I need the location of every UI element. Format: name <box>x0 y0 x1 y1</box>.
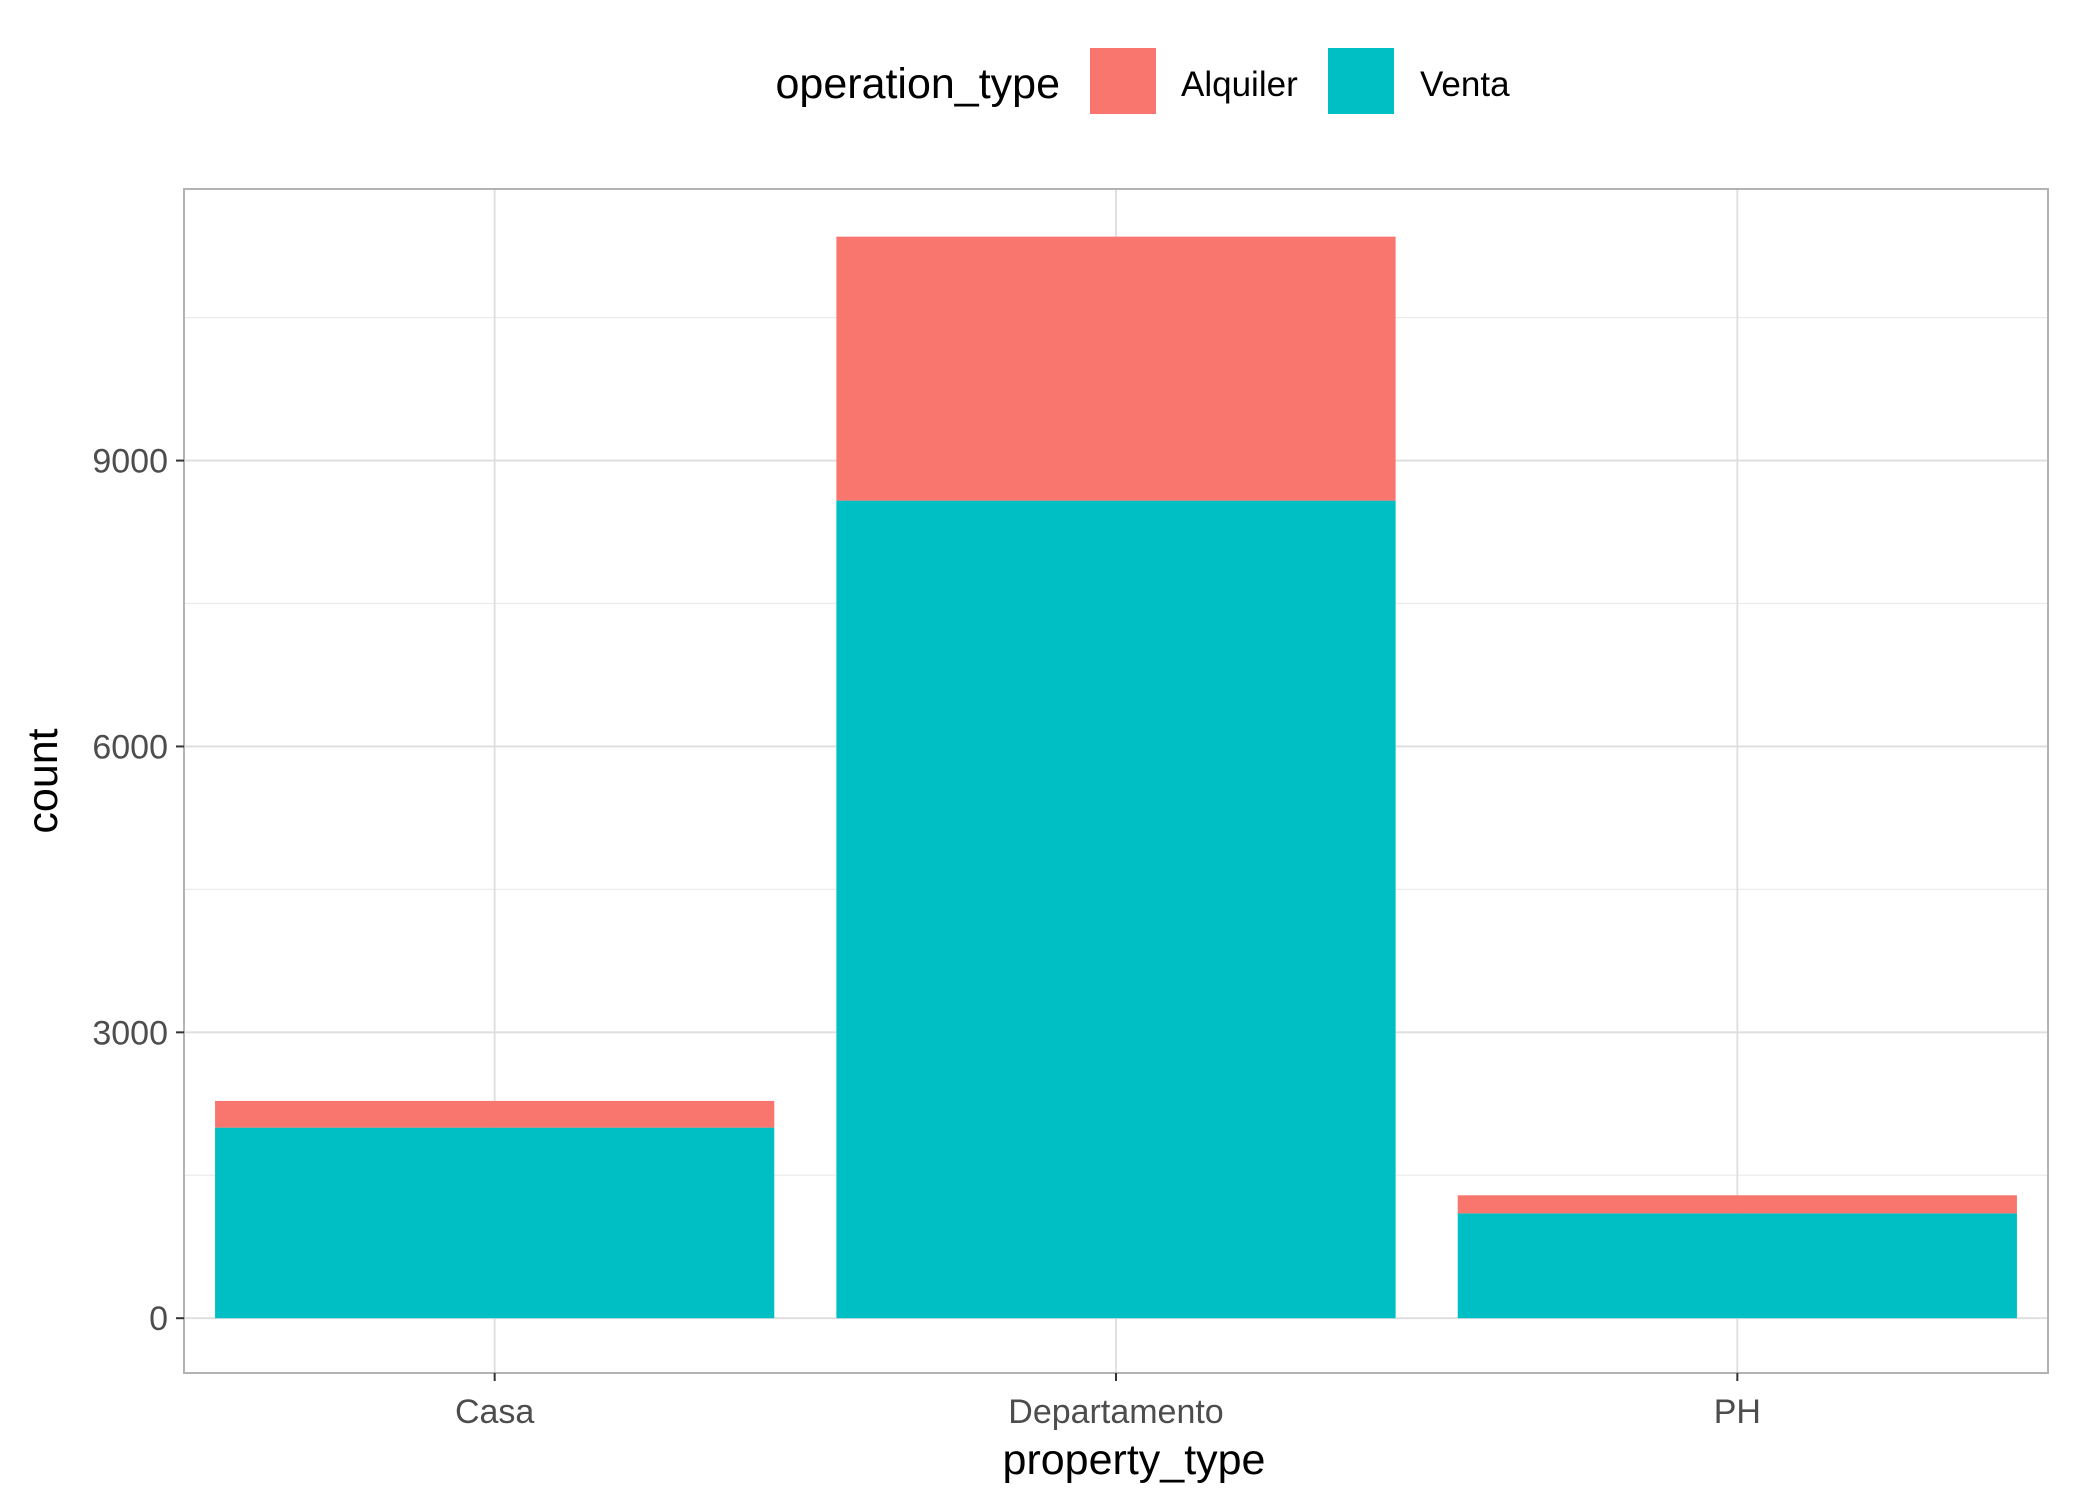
bar-departamento-venta <box>836 500 1396 1319</box>
x-tick-label: PH <box>1714 1393 1761 1431</box>
legend: operation_type Alquiler Venta <box>776 48 1510 114</box>
bar-departamento-alquiler <box>836 236 1396 501</box>
legend-label-alquiler: Alquiler <box>1181 65 1298 104</box>
bar-ph-venta <box>1457 1213 2017 1319</box>
legend-key-alquiler <box>1090 48 1156 114</box>
y-tick-label: 6000 <box>92 728 168 766</box>
x-tick-label: Casa <box>455 1393 534 1431</box>
bar-casa-venta <box>215 1127 775 1319</box>
plot-panel <box>183 188 2049 1374</box>
legend-title: operation_type <box>776 60 1061 108</box>
y-tick-label: 9000 <box>92 443 168 481</box>
x-tick-label: Departamento <box>1008 1393 1223 1431</box>
x-axis: Casa Departamento PH <box>455 1373 1761 1431</box>
y-tick-label: 3000 <box>92 1014 168 1052</box>
legend-key-venta <box>1328 48 1394 114</box>
bars <box>215 236 2017 1319</box>
bar-casa-alquiler <box>215 1100 775 1128</box>
bar-ph-alquiler <box>1457 1195 2017 1214</box>
y-axis: 0 3000 6000 9000 <box>92 443 184 1338</box>
y-tick-label: 0 <box>149 1300 168 1338</box>
x-axis-title: property_type <box>1003 1436 1266 1484</box>
legend-label-venta: Venta <box>1420 65 1510 104</box>
y-axis-title: count <box>19 728 67 833</box>
